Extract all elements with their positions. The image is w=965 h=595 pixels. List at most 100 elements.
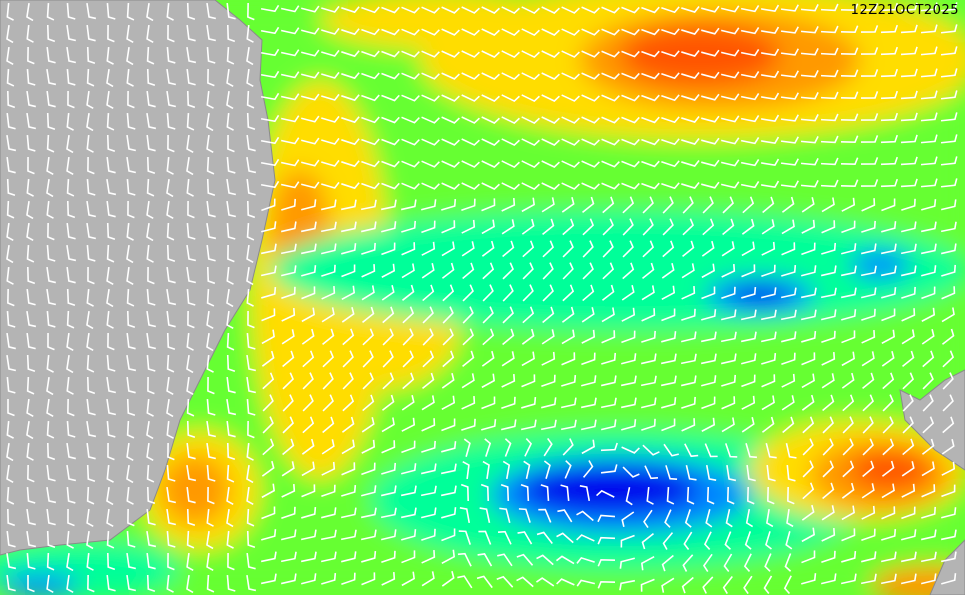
wind-barb [721,137,740,145]
wind-barb [166,464,176,482]
wind-barb [800,113,819,122]
wind-barb [641,182,660,190]
wind-barb [722,196,734,214]
wind-barb [107,332,115,351]
wind-barb [682,218,694,236]
wind-barb [87,156,95,175]
wind-barb [706,486,715,505]
wind-barb [381,28,400,36]
wind-barb [46,112,56,131]
wind-barb [420,463,437,475]
wind-barb [820,287,837,299]
wind-barb [246,574,257,592]
wind-barb [721,49,740,57]
wind-barb [146,464,155,483]
wind-barb [462,262,475,280]
wind-barb [721,71,740,79]
wind-barb [26,244,35,263]
wind-barb [421,507,437,519]
wind-barb [921,573,937,585]
wind-barb [521,397,537,409]
wind-barb [6,90,16,109]
wind-barb [441,72,460,80]
wind-barb [186,156,194,176]
wind-barb [280,573,297,585]
wind-barb [281,307,296,322]
wind-barb [301,461,315,477]
wind-barb [880,46,899,56]
wind-barb [782,416,795,434]
wind-barb [701,5,720,13]
wind-barb [186,420,196,439]
wind-barb [556,578,575,586]
wind-barb [501,28,520,37]
wind-barb [226,442,236,461]
wind-barb [479,507,491,524]
wind-barb [322,328,335,346]
wind-barb [301,137,320,145]
wind-barb [621,28,640,36]
wind-barb [166,244,176,263]
wind-barb [6,530,16,548]
wind-barb [601,352,617,365]
wind-barb [661,116,680,124]
wind-barb [767,486,775,505]
wind-barb [246,354,256,372]
wind-barb [146,552,156,570]
wind-barb [481,160,500,168]
wind-barb [800,25,819,34]
wind-barb [27,464,35,483]
wind-barb [401,28,420,36]
wind-barb [146,134,156,152]
wind-barb [226,46,235,65]
wind-barb [780,48,799,56]
wind-barb [621,307,636,322]
wind-barb [601,138,620,146]
wind-barb [740,5,760,13]
wind-barb [261,529,277,541]
wind-barb [442,306,454,324]
wind-barb [940,178,958,188]
wind-barb [740,137,760,145]
wind-barb [600,442,618,452]
wind-barb [26,530,37,548]
wind-barb [740,115,760,123]
wind-barb [621,353,637,365]
wind-barb [597,558,616,567]
wind-barb [684,443,699,458]
wind-barb [206,530,214,550]
wind-barb [401,440,416,454]
wind-barb [760,309,777,321]
wind-barb [760,48,780,56]
wind-barb [227,552,235,571]
wind-barb [106,376,116,394]
wind-barb [381,182,400,190]
wind-barb [781,331,797,343]
wind-barb [821,550,836,563]
wind-barb [681,576,694,594]
wind-barb [920,112,938,122]
wind-barb [361,116,380,124]
wind-barb [146,244,154,263]
wind-barb [86,2,97,20]
wind-barb [702,218,715,236]
wind-barb [301,115,320,123]
wind-barb [580,397,597,409]
wind-barb [481,198,496,212]
wind-barb [301,199,317,211]
wind-barb [581,138,600,146]
wind-barb [46,420,55,439]
wind-barb [541,116,560,124]
wind-barb [880,2,899,12]
wind-barb [421,50,440,58]
wind-barb [401,94,420,102]
wind-barb [680,353,697,365]
wind-barb [461,241,475,257]
wind-barb [662,196,674,214]
wind-barb [581,50,600,58]
wind-barb [147,376,155,395]
wind-barb [740,93,760,101]
wind-barb [541,50,560,58]
wind-barb [781,242,796,256]
wind-barb [542,218,555,236]
